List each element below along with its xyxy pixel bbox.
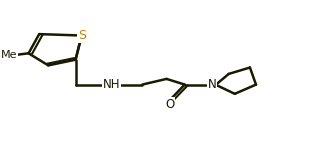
Text: Me: Me: [1, 50, 18, 60]
Text: O: O: [165, 98, 174, 111]
Text: N: N: [208, 78, 216, 91]
Text: N: N: [208, 78, 216, 91]
Text: NH: NH: [103, 78, 121, 91]
Text: S: S: [77, 29, 86, 42]
